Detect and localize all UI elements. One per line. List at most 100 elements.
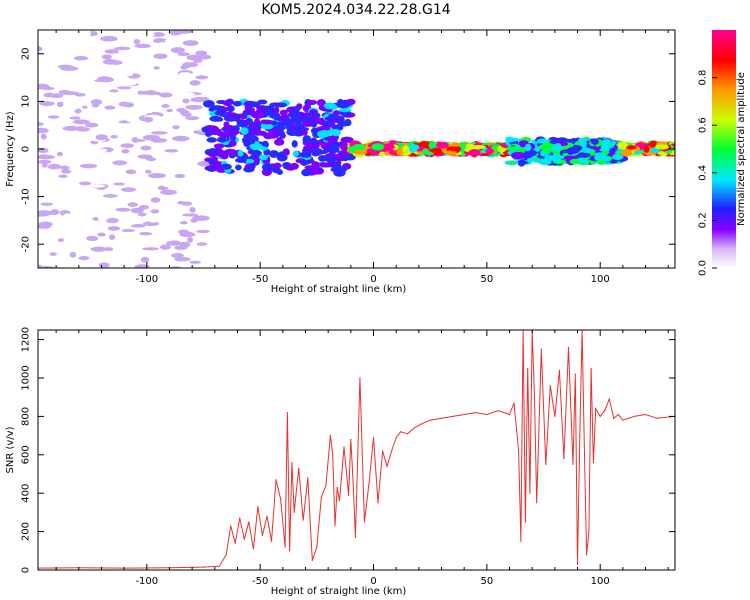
heatmap-cell bbox=[206, 137, 217, 143]
heatmap-cell bbox=[145, 157, 157, 162]
heatmap-cell bbox=[337, 115, 345, 124]
heatmap-cell bbox=[316, 99, 326, 107]
heatmap-cell bbox=[140, 145, 152, 151]
heatmap-cell bbox=[569, 158, 581, 165]
heatmap-cell bbox=[142, 134, 160, 141]
heatmap-cell bbox=[188, 62, 199, 68]
heatmap-cell bbox=[53, 229, 66, 234]
heatmap-cell bbox=[40, 202, 53, 206]
snr-point bbox=[520, 540, 522, 542]
snr-point bbox=[529, 492, 531, 494]
heatmap-cell bbox=[202, 99, 215, 108]
heatmap-cell bbox=[538, 143, 551, 151]
snr-line bbox=[38, 330, 675, 569]
heatmap-cell bbox=[232, 100, 243, 107]
heatmap-cell bbox=[436, 141, 449, 149]
heatmap-cell bbox=[145, 89, 157, 96]
snr-point bbox=[357, 459, 359, 462]
heatmap-cell bbox=[84, 122, 99, 128]
heatmap-cell bbox=[313, 148, 322, 154]
snr-point bbox=[590, 367, 592, 369]
heatmap-cell bbox=[56, 151, 63, 157]
heatmap-cell bbox=[57, 101, 64, 108]
snr-point bbox=[588, 531, 590, 533]
heatmap-cell bbox=[149, 217, 157, 223]
heatmap-cell bbox=[213, 143, 225, 149]
heatmap-cell bbox=[196, 229, 210, 234]
heatmap-cell bbox=[116, 166, 133, 170]
snr-point bbox=[608, 398, 610, 400]
heatmap-cell bbox=[150, 209, 160, 214]
heatmap-cell bbox=[121, 187, 137, 192]
heatmap-cell bbox=[566, 147, 580, 155]
colorbar-tick-label: 0.4 bbox=[698, 165, 709, 181]
heatmap-cell bbox=[216, 117, 224, 122]
heatmap-cell bbox=[177, 200, 185, 205]
heatmap-cell bbox=[174, 257, 191, 262]
heatmap-cell bbox=[40, 86, 55, 91]
heatmap-cell bbox=[38, 122, 44, 126]
heatmap-cell bbox=[325, 157, 338, 163]
heatmap-cell bbox=[196, 242, 208, 246]
heatmap-cell bbox=[506, 137, 519, 142]
heatmap-cell bbox=[137, 212, 147, 217]
heatmap-cell bbox=[153, 53, 168, 59]
snr-point bbox=[354, 536, 356, 538]
snr-point bbox=[284, 546, 286, 548]
heatmap-cell bbox=[168, 30, 182, 36]
heatmap-cell bbox=[250, 149, 262, 157]
heatmap-cell bbox=[40, 133, 47, 140]
colorbar-tick-label: 0.0 bbox=[698, 260, 709, 276]
heatmap-cell bbox=[126, 118, 138, 123]
heatmap-cell bbox=[317, 126, 329, 131]
snr-point bbox=[524, 521, 526, 523]
heatmap-cell bbox=[271, 120, 278, 126]
heatmap-cell bbox=[310, 142, 320, 149]
heatmap-cell bbox=[86, 235, 99, 242]
heatmap-cell bbox=[577, 152, 591, 158]
heatmap-cell bbox=[511, 151, 526, 160]
bottom-ytick-label: 0 bbox=[21, 567, 32, 573]
heatmap-cell bbox=[48, 70, 66, 75]
heatmap-cell bbox=[91, 184, 106, 188]
heatmap-cell bbox=[240, 127, 249, 135]
heatmap-cell bbox=[135, 110, 153, 114]
heatmap-cell bbox=[125, 169, 137, 175]
heatmap-cell bbox=[299, 151, 312, 158]
snr-point bbox=[338, 500, 341, 502]
snr-point bbox=[545, 463, 547, 465]
heatmap-cell bbox=[178, 72, 192, 77]
heatmap-cell bbox=[108, 234, 116, 240]
bottom-xtick-label: -50 bbox=[252, 576, 268, 587]
heatmap-cell bbox=[183, 92, 196, 96]
heatmap-cell bbox=[179, 241, 191, 248]
heatmap-cell bbox=[292, 129, 302, 135]
bottom-xtick-label: 50 bbox=[480, 576, 493, 587]
snr-point bbox=[352, 481, 354, 483]
heatmap-cell bbox=[38, 154, 55, 160]
heatmap-cell bbox=[72, 119, 90, 125]
heatmap-cell bbox=[234, 157, 247, 163]
heatmap-cell bbox=[138, 231, 153, 236]
heatmap-cell bbox=[104, 49, 120, 54]
heatmap-cell bbox=[318, 129, 330, 137]
heatmap-cell bbox=[38, 147, 49, 154]
heatmap-cell bbox=[226, 105, 235, 113]
snr-point bbox=[350, 438, 352, 441]
heatmap-cell bbox=[40, 234, 48, 238]
heatmap-cell bbox=[340, 166, 348, 172]
bottom-ytick-label: 1000 bbox=[21, 365, 32, 390]
heatmap-cell bbox=[626, 145, 637, 150]
heatmap-cell bbox=[190, 97, 207, 103]
heatmap-cell bbox=[104, 105, 116, 110]
bottom-plot-axes: -100 -50 0 50 100020040060080010001200Height… bbox=[5, 327, 675, 597]
heatmap-cell bbox=[518, 158, 526, 167]
heatmap-cell bbox=[553, 143, 562, 152]
heatmap-cell bbox=[66, 139, 73, 145]
heatmap-cell bbox=[214, 110, 229, 116]
heatmap-cell bbox=[129, 123, 137, 130]
heatmap-cell bbox=[131, 137, 139, 143]
heatmap-cell bbox=[192, 215, 210, 221]
snr-point bbox=[302, 519, 304, 521]
heatmap-cell bbox=[165, 57, 182, 61]
